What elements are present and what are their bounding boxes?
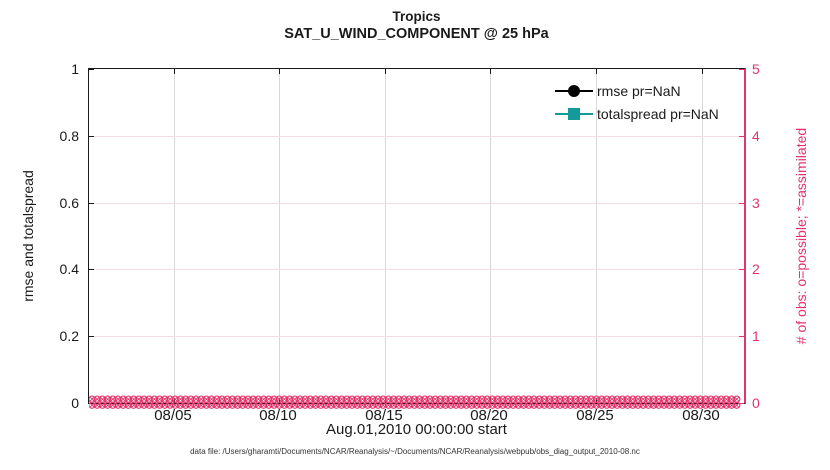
right-y-tick-label: 4 [752,128,760,144]
x-tick-top [279,69,280,74]
legend: rmse pr=NaN totalspread pr=NaN [555,79,719,125]
y-tick-right [739,336,744,337]
x-gridline [596,69,597,403]
legend-item-totalspread: totalspread pr=NaN [555,102,719,125]
right-y-tick-label: 3 [752,195,760,211]
right-y-tick-label: 0 [752,395,760,411]
x-gridline [702,69,703,403]
left-y-axis-label: rmse and totalspread [20,170,36,302]
data-file-footer: data file: /Users/gharamti/Documents/NCA… [190,447,640,456]
x-axis-label: Aug.01,2010 00:00:00 start [326,421,507,438]
y-tick-right [739,269,744,270]
y-tick-left [89,336,94,337]
x-tick-label: 08/10 [259,407,297,424]
x-tick-label: 08/15 [365,407,403,424]
y-tick-left [89,136,94,137]
plot-area: rmse pr=NaN totalspread pr=NaN [88,68,746,409]
rmse-marker-icon [555,84,593,97]
y-gridline [89,336,744,337]
y-tick-right [739,403,744,404]
y-tick-left [89,203,94,204]
x-tick-label: 08/05 [154,407,192,424]
x-gridline [490,69,491,403]
x-gridline [279,69,280,403]
left-y-tick-label: 0.2 [59,328,79,344]
left-y-tick-label: 0.4 [59,261,79,277]
right-y-axis-label: # of obs: o=possible; *=assimilated [793,127,809,345]
x-tick-top [596,69,597,74]
y-tick-right [739,136,744,137]
right-y-tick-label: 2 [752,261,760,277]
x-tick-top [385,69,386,74]
y-tick-left [89,269,94,270]
x-gridline [174,69,175,403]
x-tick-label: 08/20 [470,407,508,424]
y-tick-left [89,403,94,404]
x-tick-top [490,69,491,74]
y-tick-left [89,69,94,70]
left-y-tick-label: 0 [71,395,79,411]
x-tick-label: 08/25 [576,407,614,424]
legend-label-rmse: rmse pr=NaN [597,82,681,99]
y-gridline [89,269,744,270]
y-gridline [89,136,744,137]
x-tick-top [174,69,175,74]
right-y-tick-label: 1 [752,328,760,344]
x-tick-label: 08/30 [682,407,720,424]
chart-subtitle: SAT_U_WIND_COMPONENT @ 25 hPa [284,26,549,42]
y-gridline [89,203,744,204]
y-tick-right [739,69,744,70]
left-y-tick-label: 1 [71,61,79,77]
left-y-tick-label: 0.8 [59,128,79,144]
x-tick-bottom [596,398,597,403]
x-gridline [385,69,386,403]
right-y-tick-label: 5 [752,61,760,77]
x-tick-bottom [279,398,280,403]
y-tick-right [739,203,744,204]
left-y-tick-label: 0.6 [59,195,79,211]
obs-count-markers-band [89,395,741,409]
chart-title: Tropics [392,9,441,24]
legend-label-totalspread: totalspread pr=NaN [597,105,719,122]
x-tick-top [702,69,703,74]
chart-title-block: Tropics SAT_U_WIND_COMPONENT @ 25 hPa [88,8,745,43]
totalspread-marker-icon [555,107,593,120]
legend-item-rmse: rmse pr=NaN [555,79,719,102]
